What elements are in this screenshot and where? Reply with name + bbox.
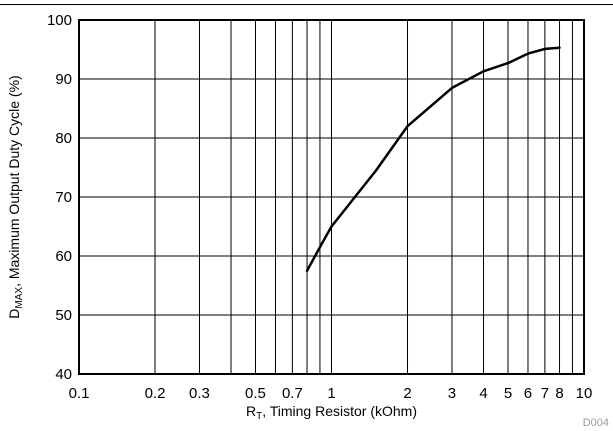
x-tick-label: 0.3 — [189, 385, 210, 402]
x-tick-label: 7 — [541, 385, 549, 402]
x-axis-label-main: R — [246, 403, 256, 419]
x-tick-label: 1 — [327, 385, 335, 402]
series-line — [305, 46, 561, 273]
y-tick-label: 50 — [55, 307, 72, 324]
x-tick-label: 8 — [555, 385, 563, 402]
x-tick-label: 0.5 — [245, 385, 266, 402]
grid-lines — [79, 20, 584, 374]
plot-frame — [78, 19, 585, 375]
x-tick-label: 0.2 — [145, 385, 166, 402]
y-tick-label: 80 — [55, 130, 72, 147]
y-axis-label-rest: , Maximum Output Duty Cycle (%) — [6, 75, 22, 287]
x-tick-label: 0.7 — [282, 385, 303, 402]
x-tick-label: 3 — [448, 385, 456, 402]
x-tick-label: 2 — [403, 385, 411, 402]
y-tick-label: 70 — [55, 189, 72, 206]
top-rule — [0, 4, 613, 5]
x-tick-label: 10 — [576, 385, 593, 402]
figure-code: D004 — [583, 417, 609, 429]
y-tick-label: 40 — [55, 366, 72, 383]
x-tick-label: 0.1 — [69, 385, 90, 402]
x-tick-labels: 0.1 0.2 0.3 0.5 0.7 1 2 3 4 5 6 7 8 10 — [69, 385, 593, 402]
y-tick-label: 90 — [55, 71, 72, 88]
series-group — [305, 46, 561, 273]
x-tick-label: 6 — [524, 385, 532, 402]
x-tick-label: 5 — [504, 385, 512, 402]
x-axis-label-rest: , Timing Resistor (kOhm) — [262, 403, 417, 419]
y-axis-label: DMAX, Maximum Output Duty Cycle (%) — [6, 75, 25, 318]
y-tick-label: 100 — [47, 12, 72, 29]
y-axis-label-subscript: MAX — [14, 287, 25, 309]
x-axis-label-subscript: T — [256, 411, 262, 422]
x-tick-label: 4 — [479, 385, 487, 402]
x-axis-label: RT, Timing Resistor (kOhm) — [246, 403, 417, 422]
y-axis-label-main: D — [6, 309, 22, 319]
y-tick-labels: 40 50 60 70 80 90 100 — [47, 12, 72, 383]
y-tick-label: 60 — [55, 248, 72, 265]
